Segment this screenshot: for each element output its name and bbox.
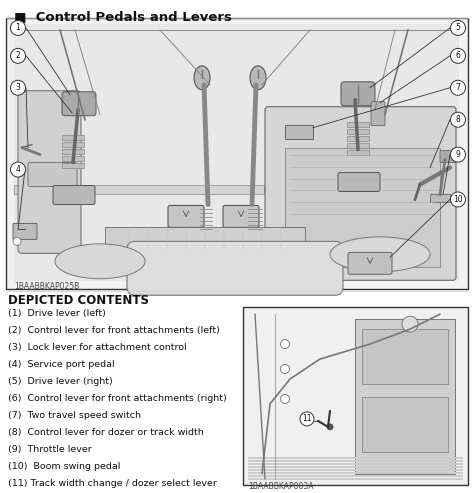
- Text: (10)  Boom swing pedal: (10) Boom swing pedal: [8, 462, 120, 471]
- Bar: [248, 457, 463, 459]
- Circle shape: [10, 162, 26, 177]
- Text: 10: 10: [453, 195, 463, 204]
- Bar: [355, 319, 455, 474]
- FancyBboxPatch shape: [348, 252, 392, 274]
- Bar: [248, 466, 463, 468]
- FancyBboxPatch shape: [62, 92, 96, 116]
- Text: 8: 8: [456, 115, 460, 124]
- Bar: [62, 135, 84, 140]
- Bar: [347, 129, 369, 134]
- Circle shape: [281, 340, 290, 349]
- Text: (5)  Drive lever (right): (5) Drive lever (right): [8, 377, 113, 386]
- FancyBboxPatch shape: [265, 106, 456, 280]
- FancyBboxPatch shape: [338, 173, 380, 191]
- Circle shape: [281, 364, 290, 374]
- Circle shape: [450, 192, 465, 207]
- Text: (6)  Control lever for front attachments (right): (6) Control lever for front attachments …: [8, 394, 227, 403]
- FancyBboxPatch shape: [28, 163, 77, 186]
- Bar: [248, 475, 463, 477]
- Circle shape: [402, 316, 418, 332]
- Bar: [14, 184, 264, 194]
- Bar: [430, 194, 450, 203]
- Text: (1)  Drive lever (left): (1) Drive lever (left): [8, 309, 106, 318]
- Text: 1BAABBKAP025B: 1BAABBKAP025B: [14, 282, 79, 291]
- Text: 1BAABBKAP003A: 1BAABBKAP003A: [248, 482, 313, 491]
- Ellipse shape: [137, 243, 337, 272]
- Ellipse shape: [194, 66, 210, 90]
- Text: DEPICTED CONTENTS: DEPICTED CONTENTS: [8, 294, 149, 307]
- Ellipse shape: [55, 244, 145, 279]
- Text: (8)  Control lever for dozer or track width: (8) Control lever for dozer or track wid…: [8, 428, 204, 437]
- Text: (11) Track width change / dozer select lever: (11) Track width change / dozer select l…: [8, 479, 217, 488]
- Bar: [14, 24, 459, 281]
- Text: 7: 7: [456, 83, 460, 92]
- Ellipse shape: [330, 237, 430, 272]
- Text: ■  Control Pedals and Levers: ■ Control Pedals and Levers: [14, 10, 232, 23]
- Circle shape: [10, 48, 26, 63]
- Circle shape: [327, 424, 333, 430]
- FancyBboxPatch shape: [127, 242, 343, 295]
- Circle shape: [450, 147, 465, 162]
- Circle shape: [10, 20, 26, 35]
- Text: 11: 11: [302, 415, 312, 423]
- Bar: [248, 472, 463, 474]
- Bar: [248, 463, 463, 465]
- FancyBboxPatch shape: [13, 223, 37, 240]
- Bar: [243, 307, 468, 485]
- Bar: [347, 122, 369, 127]
- Bar: [248, 469, 463, 471]
- FancyBboxPatch shape: [371, 102, 385, 126]
- Circle shape: [300, 412, 314, 426]
- Ellipse shape: [250, 66, 266, 90]
- Text: (9)  Throttle lever: (9) Throttle lever: [8, 445, 92, 454]
- Bar: [105, 227, 305, 249]
- Bar: [285, 125, 313, 139]
- Text: 1: 1: [16, 24, 20, 33]
- Bar: [62, 156, 84, 161]
- Bar: [347, 142, 369, 147]
- Bar: [6, 18, 468, 289]
- Circle shape: [450, 20, 465, 35]
- Bar: [248, 460, 463, 462]
- Text: (2)  Control lever for front attachments (left): (2) Control lever for front attachments …: [8, 326, 220, 335]
- Text: 4: 4: [16, 165, 20, 174]
- Bar: [62, 141, 84, 146]
- Circle shape: [13, 237, 21, 246]
- Bar: [347, 136, 369, 141]
- Bar: [362, 397, 448, 452]
- Bar: [248, 478, 463, 480]
- Bar: [362, 329, 448, 384]
- FancyBboxPatch shape: [223, 206, 259, 227]
- Circle shape: [450, 112, 465, 127]
- Text: (4)  Service port pedal: (4) Service port pedal: [8, 360, 115, 369]
- FancyBboxPatch shape: [53, 185, 95, 205]
- Circle shape: [450, 80, 465, 95]
- FancyBboxPatch shape: [18, 91, 81, 253]
- Text: (3)  Lock lever for attachment control: (3) Lock lever for attachment control: [8, 343, 187, 352]
- Circle shape: [450, 48, 465, 63]
- Text: 6: 6: [456, 51, 460, 60]
- Circle shape: [281, 394, 290, 403]
- Text: (7)  Two travel speed switch: (7) Two travel speed switch: [8, 411, 141, 420]
- FancyBboxPatch shape: [168, 206, 204, 227]
- Circle shape: [10, 80, 26, 95]
- Text: 9: 9: [456, 150, 460, 159]
- Text: 3: 3: [16, 83, 20, 92]
- Text: 5: 5: [456, 24, 460, 33]
- FancyBboxPatch shape: [341, 82, 375, 106]
- Bar: [62, 163, 84, 168]
- FancyBboxPatch shape: [440, 150, 456, 163]
- Text: 2: 2: [16, 51, 20, 60]
- Bar: [347, 149, 369, 155]
- Bar: [62, 148, 84, 154]
- Bar: [285, 147, 440, 267]
